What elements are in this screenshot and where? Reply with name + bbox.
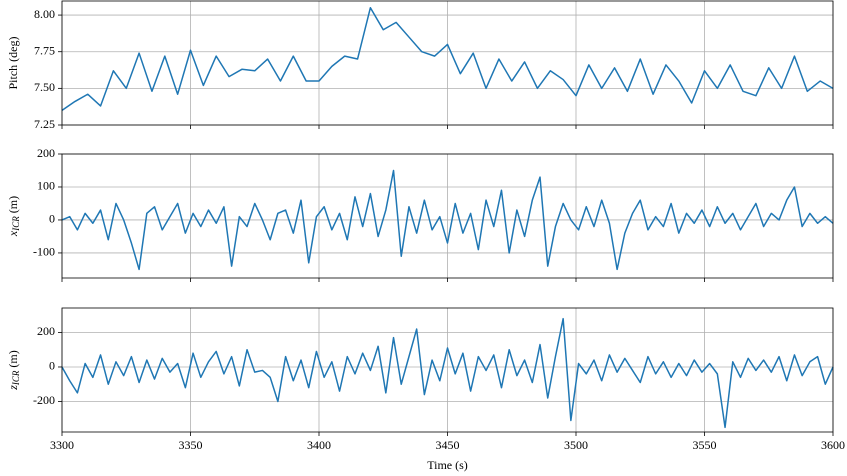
y-tick-label: 7.25 <box>34 117 55 131</box>
y-label-sub: ICR <box>11 370 21 386</box>
y-tick-label: 7.50 <box>34 80 55 94</box>
y-tick-label: 200 <box>37 146 55 160</box>
y-label-var: z <box>6 385 20 391</box>
plot-frame <box>61 0 834 126</box>
y-axis-label: Pitch (deg) <box>6 37 20 90</box>
y-tick-label: 0 <box>49 212 55 226</box>
y-tick-label: -100 <box>33 245 55 259</box>
x-axis-label: Time (s) <box>427 458 468 472</box>
data-line <box>61 169 834 271</box>
x-tick-label: 3300 <box>50 438 74 452</box>
y-label-sub: ICR <box>11 216 21 232</box>
y-label-unit: (m) <box>6 196 20 213</box>
plot-frame <box>61 153 834 279</box>
x-tick-label: 3550 <box>693 438 717 452</box>
y-label-var: x <box>6 230 20 237</box>
plot-frame <box>61 307 834 433</box>
y-tick-label: 100 <box>37 179 55 193</box>
x-tick-label: 3400 <box>307 438 331 452</box>
x-tick-label: 3500 <box>564 438 588 452</box>
x-tick-label: 3450 <box>436 438 460 452</box>
y-tick-label: 8.00 <box>34 7 55 21</box>
y-tick-label: 200 <box>37 324 55 338</box>
x-tick-label: 3600 <box>821 438 845 452</box>
y-label-unit: (m) <box>6 350 20 367</box>
y-tick-label: 0 <box>49 359 55 373</box>
y-tick-label: 7.75 <box>34 43 55 57</box>
x-tick-label: 3350 <box>179 438 203 452</box>
y-tick-label: -200 <box>33 393 55 407</box>
y-axis-label: zICR (m) <box>6 350 21 391</box>
data-line <box>61 6 834 111</box>
data-line <box>61 317 834 429</box>
y-axis-label: xICR (m) <box>6 196 21 237</box>
